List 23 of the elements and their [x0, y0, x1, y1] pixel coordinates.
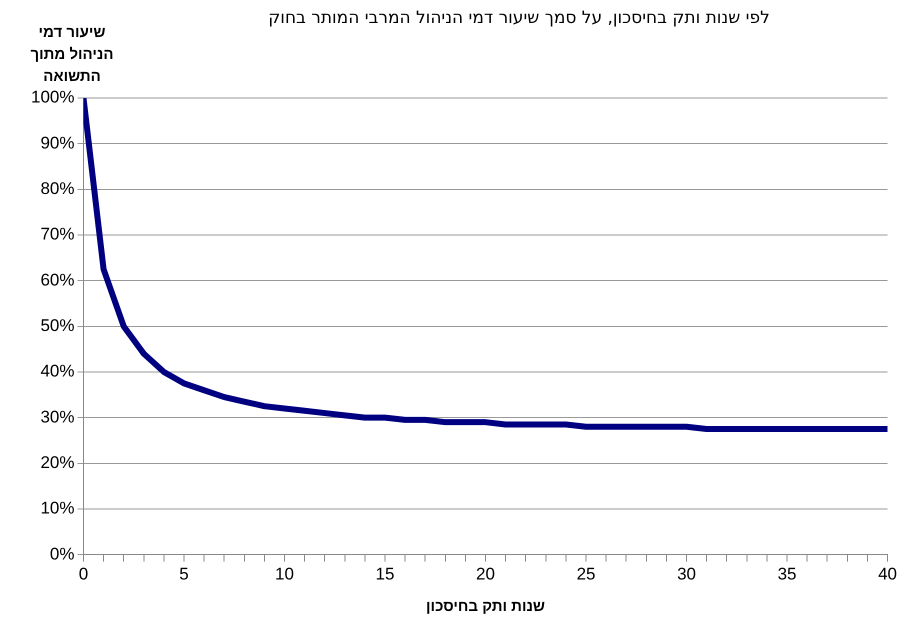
y-tick-label: 50%: [40, 316, 74, 335]
x-tick-label: 20: [476, 564, 495, 584]
x-tick-label: 5: [179, 564, 189, 584]
chart-title: לפי שנות ותק בחיסכון, על סמך שיעור דמי הניהול המרבי המותר בחוק: [267, 8, 771, 28]
y-tick-label: 70%: [40, 224, 74, 244]
y-tick-label: 20%: [40, 452, 74, 472]
y-tick-label: 100%: [30, 88, 74, 107]
y-tick-label: 60%: [40, 270, 74, 290]
x-tick-label: 15: [376, 564, 394, 584]
y-tick-label: 90%: [40, 133, 74, 152]
y-tick-label: 10%: [40, 498, 74, 518]
y-tick-label: 40%: [40, 362, 74, 381]
x-tick-label: 10: [275, 564, 294, 584]
y-tick-label: 80%: [40, 179, 74, 198]
x-tick-label: 30: [677, 564, 696, 584]
x-axis-title: שנות ותק בחיסכון: [426, 598, 546, 616]
x-tick-label: 25: [576, 564, 596, 584]
y-axis-title: שיעור דמי הניהול מתוך התשואה: [29, 23, 115, 87]
y-tick-label: 30%: [40, 407, 74, 426]
x-tick-label: 35: [778, 564, 796, 584]
x-tick-label: 0: [78, 564, 88, 584]
y-tick-label: 0%: [50, 544, 74, 564]
x-tick-label: 40: [878, 564, 898, 584]
